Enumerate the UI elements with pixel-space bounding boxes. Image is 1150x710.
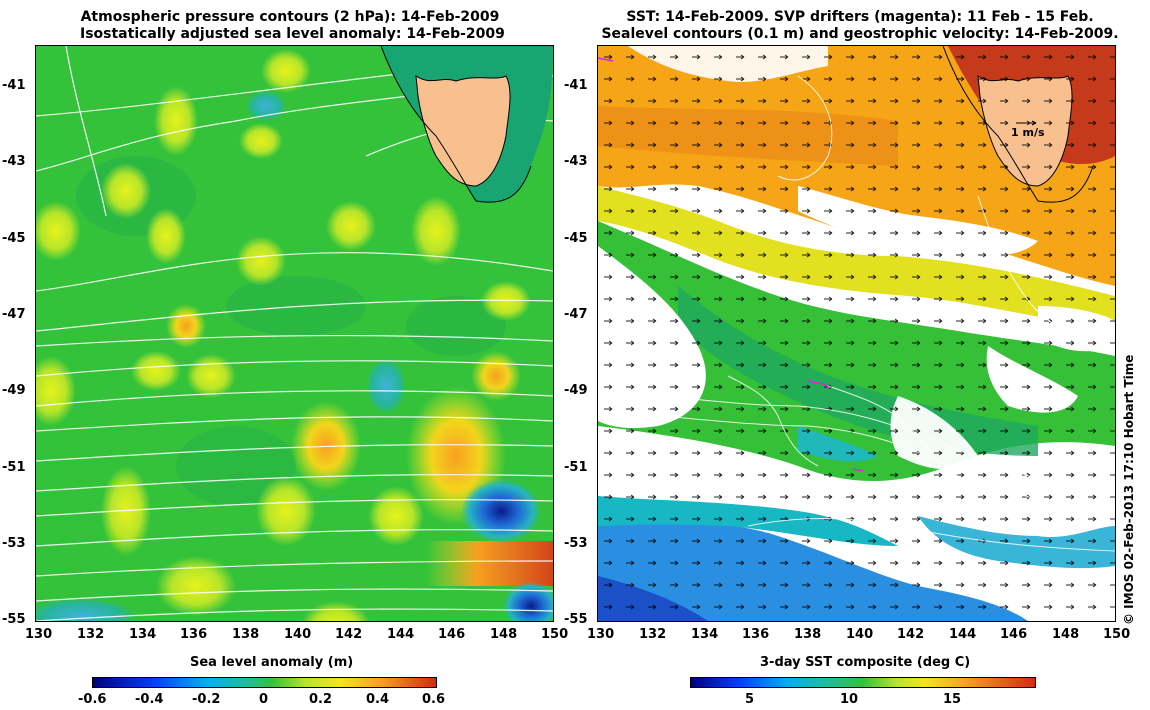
left-colorbar-label: Sea level anomaly (m) bbox=[190, 655, 354, 670]
sea-level-anomaly-map bbox=[35, 45, 554, 622]
left-cbar-tick: 0.2 bbox=[309, 692, 333, 707]
left-x-tick: 138 bbox=[232, 627, 260, 642]
left-y-tick: -43 bbox=[2, 154, 26, 169]
left-y-tick: -53 bbox=[2, 536, 26, 551]
right-y-tick: -53 bbox=[564, 536, 588, 551]
right-y-tick: -55 bbox=[564, 612, 588, 627]
right-y-tick: -41 bbox=[564, 78, 588, 93]
right-x-tick: 146 bbox=[1000, 627, 1028, 642]
left-y-tick: -45 bbox=[2, 231, 26, 246]
left-cbar-tick: -0.4 bbox=[135, 692, 164, 707]
right-title-line1: SST: 14-Feb-2009. SVP drifters (magenta)… bbox=[626, 9, 1094, 25]
right-cbar-tick: 5 bbox=[745, 692, 755, 707]
right-cbar-tick: 15 bbox=[943, 692, 962, 707]
right-y-tick: -47 bbox=[564, 307, 588, 322]
left-title: Atmospheric pressure contours (2 hPa): 1… bbox=[80, 9, 505, 43]
left-cbar-tick: -0.2 bbox=[192, 692, 221, 707]
sst-map: 1 m/s bbox=[597, 45, 1116, 622]
right-title-line2: Sealevel contours (0.1 m) and geostrophi… bbox=[601, 26, 1119, 42]
left-x-tick: 140 bbox=[284, 627, 312, 642]
right-x-tick: 130 bbox=[587, 627, 615, 642]
right-y-tick: -45 bbox=[564, 231, 588, 246]
left-y-tick: -55 bbox=[2, 612, 26, 627]
right-y-tick: -51 bbox=[564, 460, 588, 475]
left-title-line2: Isostatically adjusted sea level anomaly… bbox=[80, 26, 505, 42]
left-cbar-tick: -0.6 bbox=[78, 692, 107, 707]
velocity-scale-label: 1 m/s bbox=[1011, 126, 1045, 139]
right-title: SST: 14-Feb-2009. SVP drifters (magenta)… bbox=[600, 9, 1120, 43]
left-y-tick: -51 bbox=[2, 460, 26, 475]
sst-colorbar bbox=[690, 677, 1036, 688]
left-x-tick: 144 bbox=[387, 627, 415, 642]
right-x-tick: 142 bbox=[897, 627, 925, 642]
left-y-tick: -41 bbox=[2, 78, 26, 93]
right-y-tick: -49 bbox=[564, 383, 588, 398]
right-x-tick: 140 bbox=[846, 627, 874, 642]
left-y-tick: -49 bbox=[2, 383, 26, 398]
left-x-tick: 150 bbox=[541, 627, 569, 642]
right-colorbar-label: 3-day SST composite (deg C) bbox=[760, 655, 971, 670]
right-y-tick: -43 bbox=[564, 154, 588, 169]
right-x-tick: 136 bbox=[742, 627, 770, 642]
right-x-tick: 150 bbox=[1103, 627, 1131, 642]
right-x-tick: 148 bbox=[1052, 627, 1080, 642]
left-x-tick: 132 bbox=[77, 627, 105, 642]
left-x-tick: 134 bbox=[129, 627, 157, 642]
right-x-tick: 144 bbox=[949, 627, 977, 642]
left-cbar-tick: 0.6 bbox=[422, 692, 446, 707]
left-x-tick: 146 bbox=[438, 627, 466, 642]
right-x-tick: 134 bbox=[691, 627, 719, 642]
left-x-tick: 130 bbox=[25, 627, 53, 642]
left-cbar-tick: 0 bbox=[259, 692, 269, 707]
left-y-tick: -47 bbox=[2, 307, 26, 322]
left-x-tick: 148 bbox=[490, 627, 518, 642]
right-x-tick: 132 bbox=[639, 627, 667, 642]
right-cbar-tick: 10 bbox=[840, 692, 859, 707]
imos-credit: © IMOS 02-Feb-2013 17:10 Hobart Time bbox=[1122, 354, 1136, 625]
left-cbar-tick: 0.4 bbox=[366, 692, 390, 707]
left-title-line1: Atmospheric pressure contours (2 hPa): 1… bbox=[80, 9, 500, 25]
right-x-tick: 138 bbox=[794, 627, 822, 642]
left-x-tick: 142 bbox=[335, 627, 363, 642]
left-x-tick: 136 bbox=[180, 627, 208, 642]
sea-level-colorbar bbox=[92, 677, 437, 688]
